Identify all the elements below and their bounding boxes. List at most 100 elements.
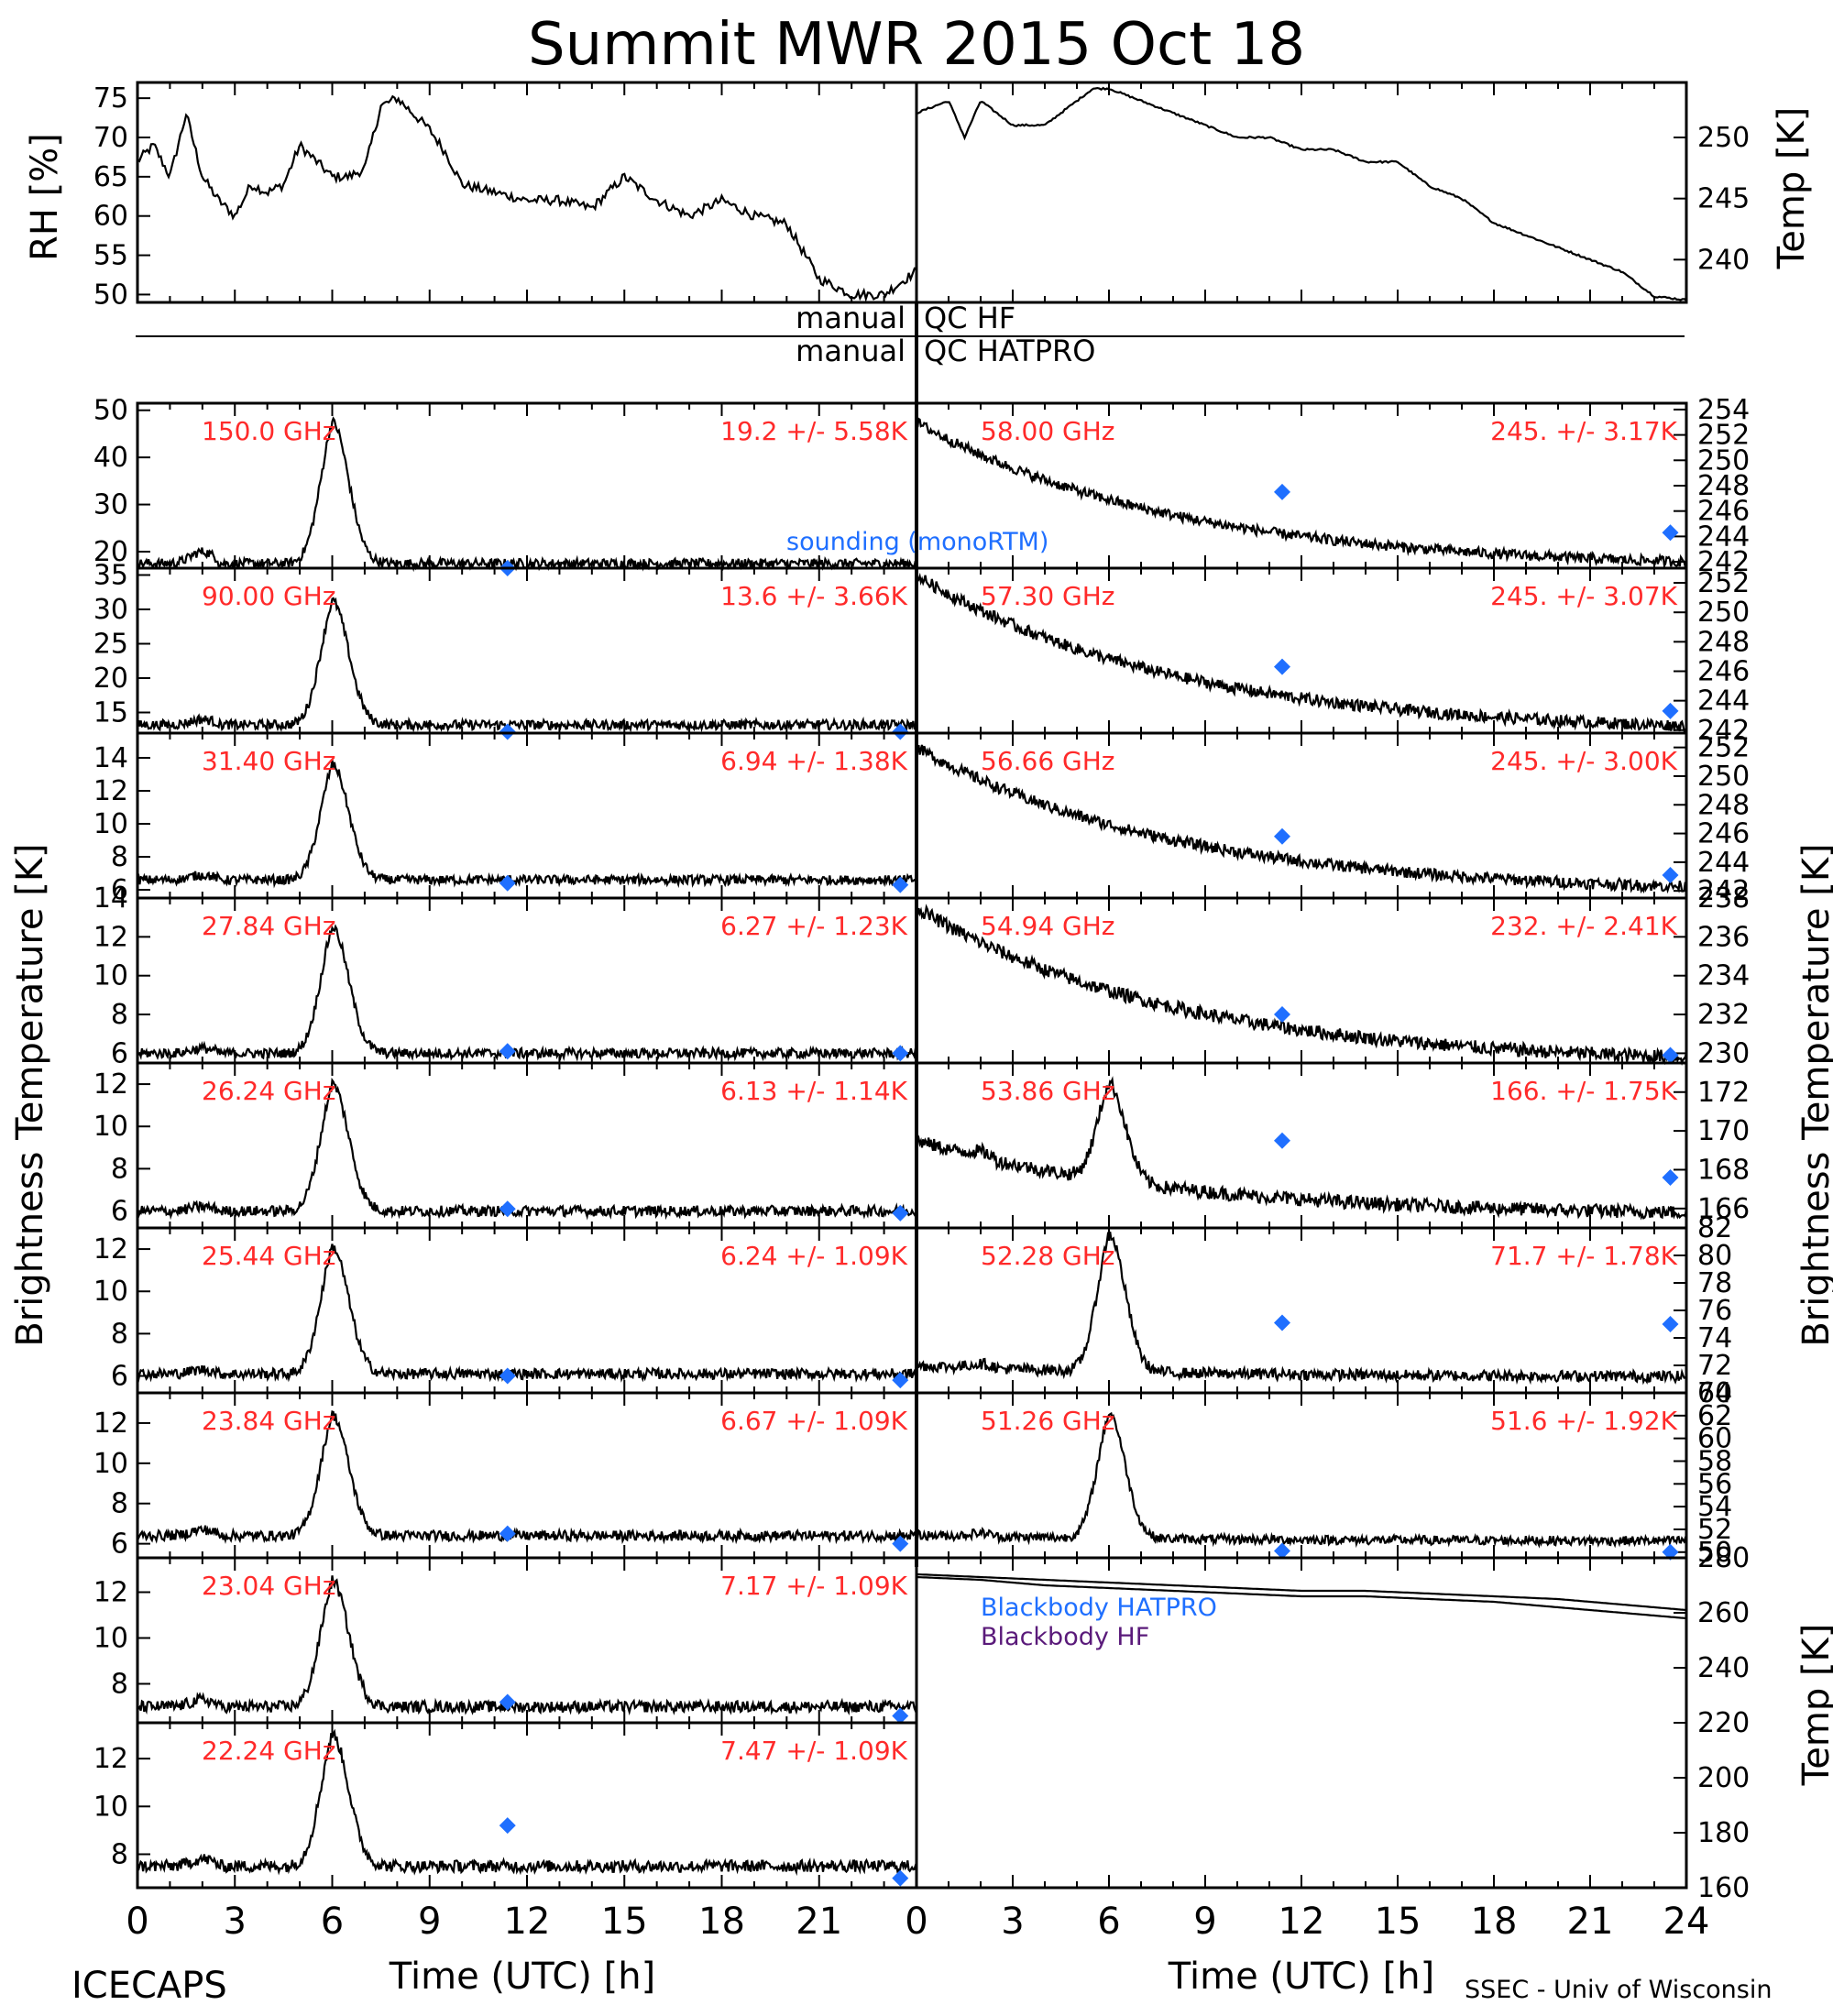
y-tick-label: 14 bbox=[93, 882, 128, 915]
series-line bbox=[137, 760, 917, 889]
y-tick-label: 250 bbox=[1697, 761, 1750, 793]
y-tick-label: 6 bbox=[111, 1528, 128, 1561]
y-tick-label: 25 bbox=[93, 629, 128, 661]
x-tick-label: 15 bbox=[1375, 1901, 1421, 1943]
x-tick-label: 15 bbox=[601, 1901, 648, 1943]
tb-axis-label-right: Brightness Temperature [K] bbox=[1795, 843, 1833, 1346]
y-tick-label: 172 bbox=[1697, 1077, 1750, 1109]
y-tick-label: 6 bbox=[111, 1361, 128, 1393]
y-tick-label: 230 bbox=[1697, 1037, 1750, 1069]
y-tick-label: 236 bbox=[1697, 921, 1750, 953]
channel-stats: 19.2 +/- 5.58K bbox=[720, 416, 907, 446]
x-tick-label: 3 bbox=[224, 1901, 247, 1943]
legend-sounding: sounding (monoRTM) bbox=[786, 528, 1048, 556]
x-tick-label: 9 bbox=[418, 1901, 441, 1943]
y-tick-label: 252 bbox=[1697, 420, 1750, 452]
channel-label: 90.00 GHz bbox=[202, 581, 336, 611]
y-tick-label: 12 bbox=[93, 1408, 128, 1440]
y-tick-label: 52 bbox=[1697, 1514, 1732, 1546]
panel-ch2224: 8 10 12 22.24 GHz 7.47 +/- 1.09K bbox=[93, 1721, 918, 1890]
channel-stats: 51.6 +/- 1.92K bbox=[1490, 1406, 1677, 1436]
qc-hf-left: manual bbox=[796, 301, 906, 335]
y-tick-label: 232 bbox=[1697, 999, 1750, 1031]
y-tick-label: 8 bbox=[111, 1669, 128, 1701]
y-tick-label: 252 bbox=[1697, 732, 1750, 764]
channel-label: 27.84 GHz bbox=[202, 911, 336, 941]
series-line bbox=[915, 904, 1688, 1067]
x-tick-label: 12 bbox=[504, 1901, 551, 1943]
series-line bbox=[136, 597, 918, 734]
sounding-point bbox=[499, 1817, 516, 1835]
sounding-point bbox=[1274, 1542, 1290, 1560]
qc-hf-right: QC HF bbox=[924, 301, 1015, 335]
sounding-point bbox=[499, 1043, 516, 1060]
panel-ch2624: 6 8 10 12 26.24 GHz 6.13 +/- 1.14K bbox=[93, 1061, 918, 1230]
y-tick-label: 180 bbox=[1697, 1817, 1750, 1849]
y-tick-label: 12 bbox=[93, 1743, 128, 1775]
sounding-point bbox=[499, 1693, 516, 1711]
y-tick-label: 240 bbox=[1697, 1652, 1750, 1684]
y-tick-label: 8 bbox=[111, 841, 128, 873]
sounding-point bbox=[892, 1535, 909, 1552]
series-line bbox=[916, 1411, 1688, 1549]
channel-stats: 13.6 +/- 3.66K bbox=[720, 581, 907, 611]
channel-label: 22.24 GHz bbox=[202, 1736, 336, 1766]
series-line bbox=[915, 417, 1688, 569]
y-tick-label: 244 bbox=[1697, 847, 1750, 879]
y-tick-label: 75 bbox=[93, 82, 128, 115]
y-tick-label: 20 bbox=[93, 663, 128, 695]
series-line bbox=[136, 1244, 917, 1384]
y-tick-label: 6 bbox=[111, 1196, 128, 1228]
channel-label: 23.04 GHz bbox=[202, 1571, 336, 1601]
y-tick-label: 10 bbox=[93, 1111, 128, 1143]
y-tick-label: 12 bbox=[93, 1233, 128, 1265]
y-tick-label: 8 bbox=[111, 1153, 128, 1185]
sounding-point bbox=[1662, 1168, 1679, 1186]
panel-frame bbox=[915, 81, 1688, 304]
sounding-point bbox=[1662, 702, 1679, 719]
sounding-point bbox=[1662, 866, 1679, 883]
channel-stats: 232. +/- 2.41K bbox=[1490, 911, 1677, 941]
y-tick-label: 20 bbox=[93, 536, 128, 568]
channel-stats: 245. +/- 3.17K bbox=[1490, 416, 1677, 446]
x-tick-label: 0 bbox=[126, 1901, 148, 1943]
y-tick-label: 12 bbox=[93, 921, 128, 953]
y-tick-label: 200 bbox=[1697, 1762, 1750, 1794]
y-tick-label: 246 bbox=[1697, 496, 1750, 528]
y-tick-label: 12 bbox=[93, 775, 128, 807]
y-tick-label: 10 bbox=[93, 808, 128, 840]
y-tick-label: 242 bbox=[1697, 546, 1750, 578]
y-tick-label: 82 bbox=[1697, 1212, 1732, 1244]
series-line bbox=[136, 1078, 918, 1221]
y-tick-label: 250 bbox=[1697, 597, 1750, 629]
y-tick-label: 65 bbox=[93, 161, 128, 193]
series-line bbox=[915, 572, 1688, 733]
panel-ch2544: 6 8 10 12 25.44 GHz 6.24 +/- 1.09K bbox=[93, 1226, 918, 1395]
qc-strip: manual QC HF manual QC HATPRO bbox=[136, 301, 1685, 1567]
y-tick-label: 248 bbox=[1697, 789, 1750, 821]
y-tick-label: 80 bbox=[1697, 1240, 1732, 1272]
y-tick-label: 245 bbox=[1697, 183, 1750, 215]
channel-label: 51.26 GHz bbox=[981, 1406, 1115, 1436]
sounding-point bbox=[499, 1525, 516, 1542]
y-tick-label: 6 bbox=[111, 874, 128, 906]
y-tick-label: 74 bbox=[1697, 1322, 1732, 1354]
y-tick-label: 70 bbox=[93, 122, 128, 154]
channel-label: 150.0 GHz bbox=[202, 416, 336, 446]
y-tick-label: 12 bbox=[93, 1577, 128, 1609]
y-tick-label: 244 bbox=[1697, 520, 1750, 553]
series-line bbox=[137, 1728, 918, 1877]
panel-ch2784: 6 8 10 12 14 27.84 GHz 6.27 +/- 1.23K bbox=[93, 882, 918, 1069]
y-tick-label: 248 bbox=[1697, 470, 1750, 502]
y-tick-label: 246 bbox=[1697, 656, 1750, 688]
channel-label: 54.94 GHz bbox=[981, 911, 1115, 941]
y-tick-label: 10 bbox=[93, 1791, 128, 1823]
y-tick-label: 56 bbox=[1697, 1468, 1732, 1500]
channel-stats: 6.94 +/- 1.38K bbox=[720, 746, 907, 776]
panel-blackbody: 160 180 200 220 240 260 280 bbox=[915, 1542, 1750, 1904]
x-tick-label: 6 bbox=[321, 1901, 344, 1943]
y-tick-label: 254 bbox=[1697, 394, 1750, 426]
sounding-point bbox=[499, 1367, 516, 1385]
